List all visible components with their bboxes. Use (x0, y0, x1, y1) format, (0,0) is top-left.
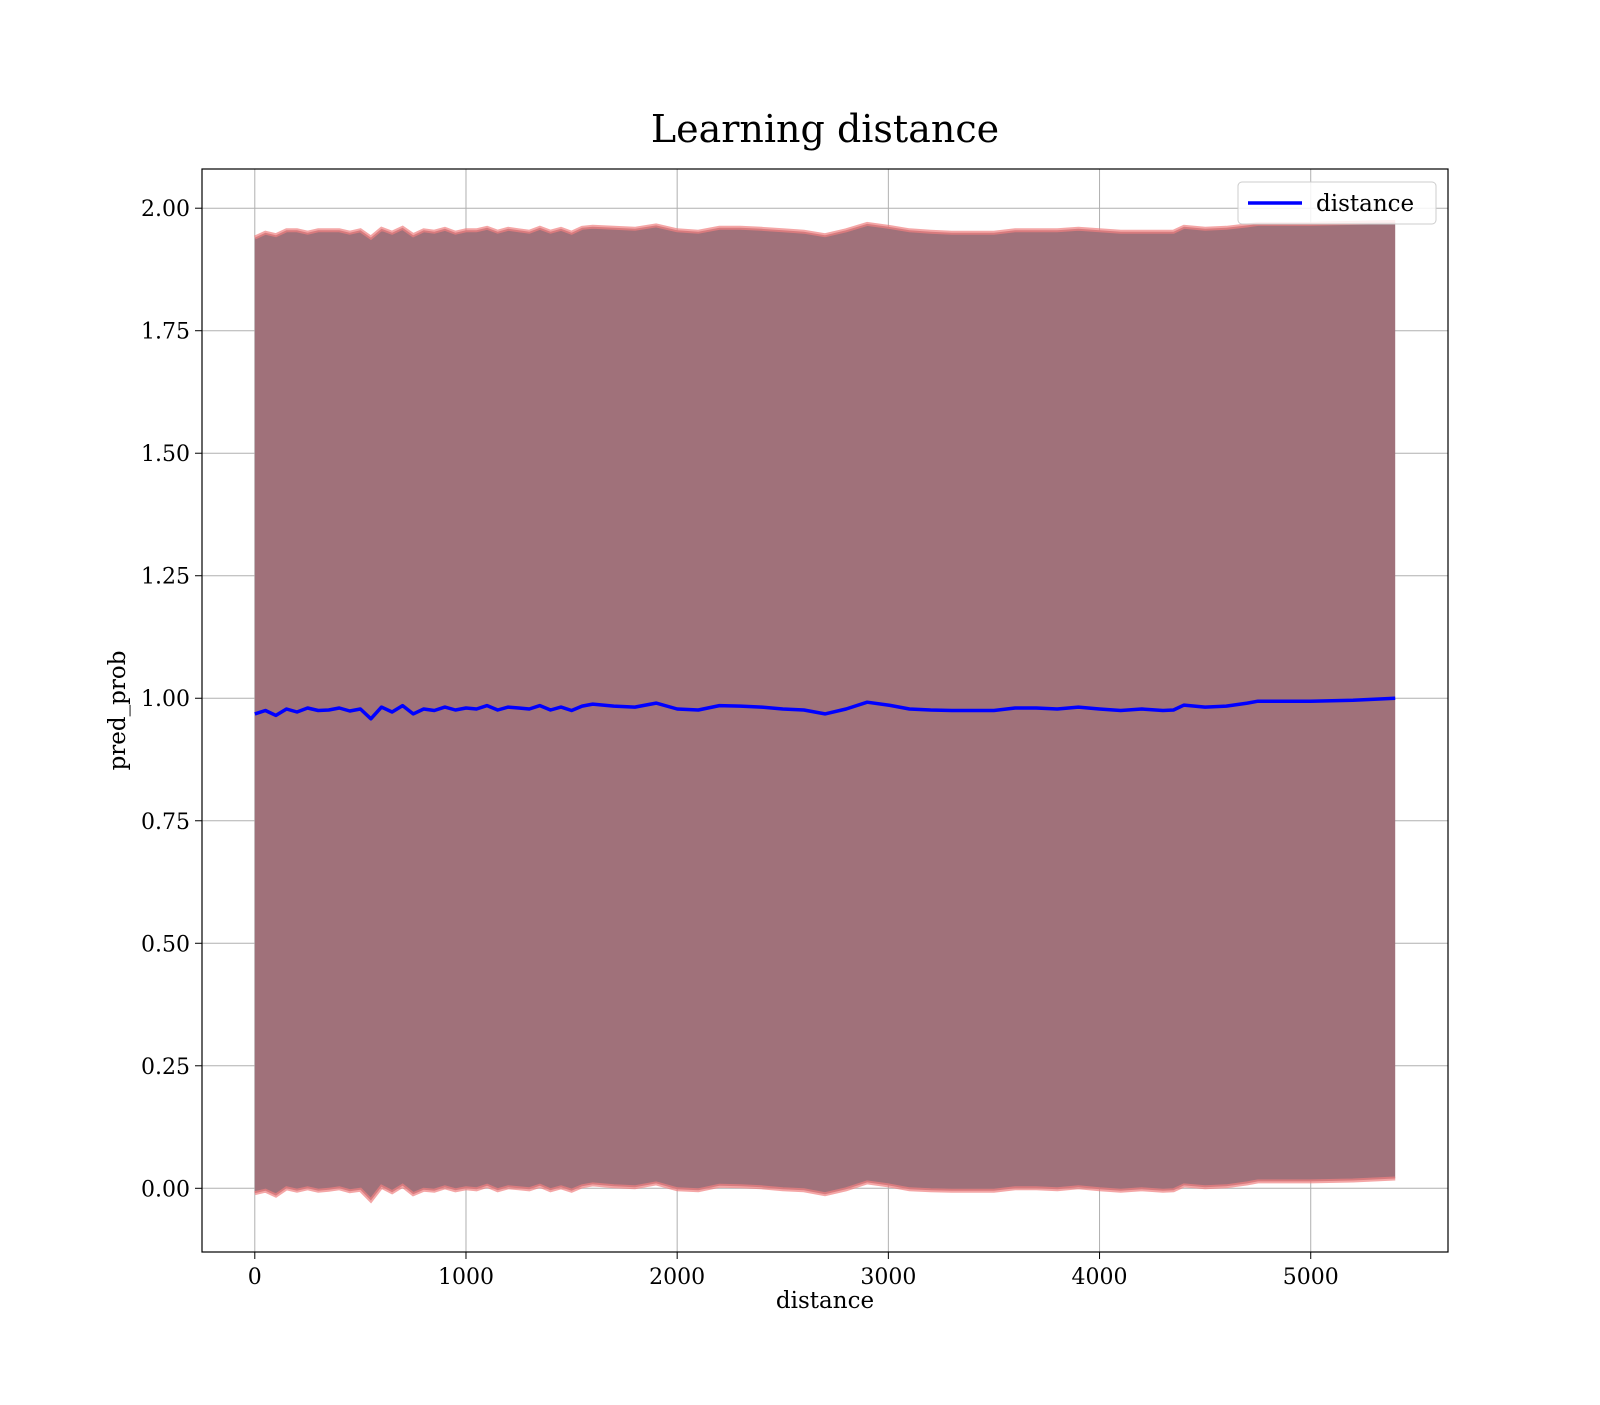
x-axis-label: distance (776, 1288, 874, 1314)
chart-title: Learning distance (651, 107, 999, 151)
band-upper-edge (253, 219, 1396, 241)
y-tick-label: 0.75 (141, 810, 190, 835)
band-area (254, 221, 1396, 1201)
x-tick-label: 0 (248, 1265, 262, 1290)
x-tick-label: 4000 (1072, 1265, 1128, 1290)
plot-area (201, 168, 1449, 1253)
band-lower-edge (254, 1176, 1396, 1204)
series-lines (254, 696, 1396, 721)
y-tick-label: 0.50 (141, 932, 190, 957)
x-tick-label: 5000 (1283, 1265, 1339, 1290)
plot-frame (201, 168, 1449, 1253)
y-tick-label: 1.75 (141, 320, 190, 345)
x-tick-label: 2000 (649, 1265, 705, 1290)
y-tick-label: 1.50 (141, 442, 190, 467)
y-tick-label: 0.25 (141, 1055, 190, 1080)
y-tick-label: 1.00 (141, 687, 190, 712)
y-axis-ticks: 0.00 0.25 0.50 0.75 1.00 1.25 1.50 1.75 2.00 (141, 197, 202, 1202)
series-line-distance (254, 696, 1396, 721)
legend-label: distance (1316, 191, 1414, 217)
x-tick-label: 1000 (438, 1265, 494, 1290)
x-tick-label: 3000 (860, 1265, 916, 1290)
x-axis-ticks: 0 1000 2000 3000 4000 5000 (248, 1252, 1339, 1290)
y-tick-label: 2.00 (141, 197, 190, 222)
legend: distance (1237, 181, 1437, 225)
legend-box (1237, 181, 1437, 225)
confidence-band (253, 219, 1396, 1204)
y-tick-label: 1.25 (141, 565, 190, 590)
y-axis-label: pred_prob (105, 651, 131, 771)
y-tick-label: 0.00 (141, 1177, 190, 1202)
